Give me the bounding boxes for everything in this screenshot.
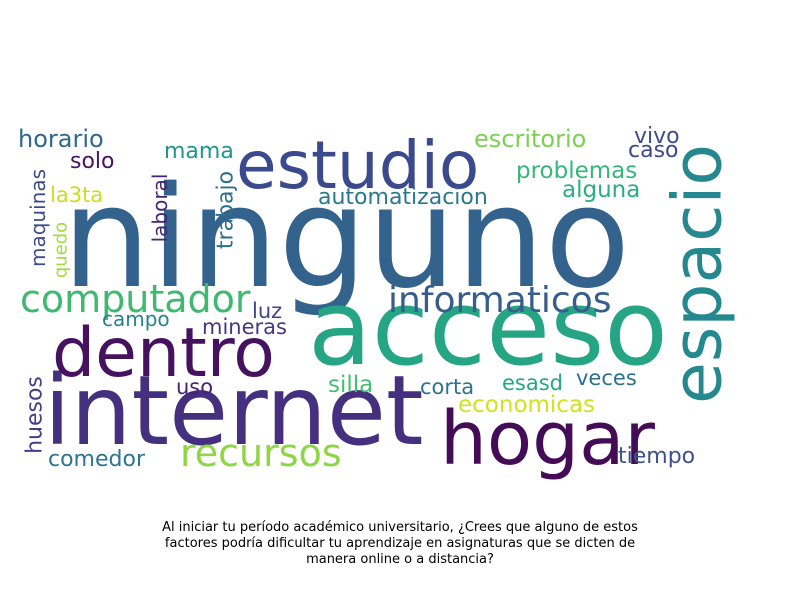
word-campo: campo — [102, 307, 170, 331]
word-luz: luz — [252, 299, 282, 323]
word-automatizacion: automatizacion — [318, 185, 488, 210]
word-trabajo: trabajo — [214, 171, 239, 249]
word-tiempo: tiempo — [618, 444, 695, 469]
word-ninguno: ninguno — [62, 157, 630, 320]
word-espacio: espacio — [659, 144, 738, 404]
word-recursos: recursos — [180, 431, 342, 475]
word-dentro: dentro — [52, 314, 275, 393]
word-internet: internet — [44, 355, 424, 467]
word-maquinas: maquinas — [26, 169, 50, 267]
word-economicas: economicas — [458, 392, 595, 418]
word-mama: mama — [164, 139, 234, 164]
word-estudio: estudio — [236, 127, 479, 204]
word-computador: computador — [20, 277, 251, 321]
word-alguna: alguna — [562, 177, 640, 203]
word-escritorio: escritorio — [474, 125, 586, 153]
figure-caption: Al iniciar tu período académico universi… — [162, 520, 638, 567]
word-problemas: problemas — [516, 158, 637, 184]
word-caso: caso — [628, 138, 679, 163]
word-vivo: vivo — [634, 124, 680, 149]
word-veces: veces — [576, 366, 637, 390]
word-corta: corta — [420, 375, 474, 399]
word-huesos: huesos — [23, 376, 48, 454]
word-quedo: quedo — [51, 222, 72, 278]
word-mineras: mineras — [202, 315, 287, 339]
word-acceso: acceso — [308, 267, 668, 389]
word-comedor: comedor — [48, 447, 146, 472]
word-informaticos: informaticos — [388, 280, 612, 321]
word-uso: uso — [176, 375, 213, 399]
word-silla: silla — [328, 372, 373, 398]
word-hogar: hogar — [440, 396, 655, 482]
word-horario: horario — [18, 125, 104, 153]
word-la3ta: la3ta — [50, 183, 103, 207]
word-laboral: laboral — [148, 174, 172, 243]
word-esasd: esasd — [502, 371, 563, 395]
word-solo: solo — [70, 149, 115, 174]
